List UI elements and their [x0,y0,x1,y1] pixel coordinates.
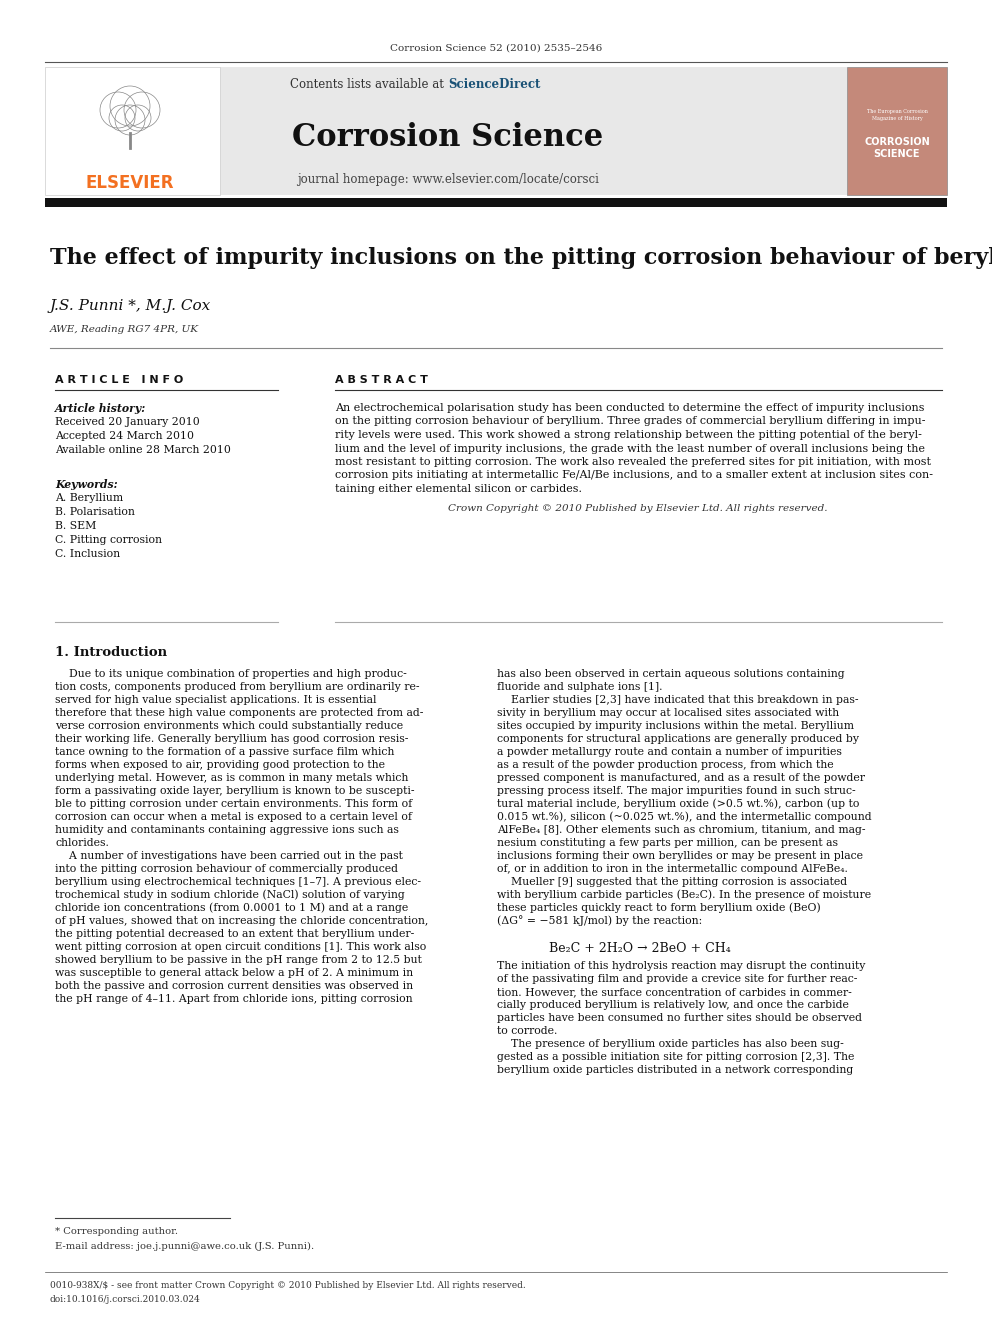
Bar [45,67,220,194]
Text: Corrosion Science 52 (2010) 2535–2546: Corrosion Science 52 (2010) 2535–2546 [390,44,602,53]
Text: of, or in addition to iron in the intermetallic compound AlFeBe₄.: of, or in addition to iron in the interm… [497,864,848,875]
Text: form a passivating oxide layer, beryllium is known to be suscepti-: form a passivating oxide layer, berylliu… [55,786,415,796]
Text: A. Beryllium: A. Beryllium [55,493,123,503]
Text: AlFeBe₄ [8]. Other elements such as chromium, titanium, and mag-: AlFeBe₄ [8]. Other elements such as chro… [497,826,865,835]
Text: beryllium using electrochemical techniques [1–7]. A previous elec-: beryllium using electrochemical techniqu… [55,877,421,886]
Text: Article history:: Article history: [55,402,146,414]
Text: tion. However, the surface concentration of carbides in commer-: tion. However, the surface concentration… [497,987,852,998]
Text: to corrode.: to corrode. [497,1027,558,1036]
Text: tance owning to the formation of a passive surface film which: tance owning to the formation of a passi… [55,747,395,757]
Text: Earlier studies [2,3] have indicated that this breakdown in pas-: Earlier studies [2,3] have indicated tha… [497,695,858,705]
Text: inclusions forming their own beryllides or may be present in place: inclusions forming their own beryllides … [497,851,863,861]
Bar [45,198,947,206]
Text: Due to its unique combination of properties and high produc-: Due to its unique combination of propert… [55,669,407,679]
Text: these particles quickly react to form beryllium oxide (BeO): these particles quickly react to form be… [497,902,820,913]
Text: particles have been consumed no further sites should be observed: particles have been consumed no further … [497,1013,862,1023]
Text: beryllium oxide particles distributed in a network corresponding: beryllium oxide particles distributed in… [497,1065,853,1076]
Text: CORROSION
SCIENCE: CORROSION SCIENCE [864,138,930,159]
Bar [220,67,847,194]
Text: Contents lists available at: Contents lists available at [291,78,448,91]
Text: The initiation of this hydrolysis reaction may disrupt the continuity: The initiation of this hydrolysis reacti… [497,960,865,971]
Text: B. SEM: B. SEM [55,521,96,531]
Text: pressing process itself. The major impurities found in such struc-: pressing process itself. The major impur… [497,786,856,796]
Text: tion costs, components produced from beryllium are ordinarily re-: tion costs, components produced from ber… [55,681,420,692]
Text: their working life. Generally beryllium has good corrosion resis-: their working life. Generally beryllium … [55,734,409,744]
Text: chloride ion concentrations (from 0.0001 to 1 M) and at a range: chloride ion concentrations (from 0.0001… [55,902,409,913]
Text: 0.015 wt.%), silicon (~0.025 wt.%), and the intermetallic compound: 0.015 wt.%), silicon (~0.025 wt.%), and … [497,812,872,823]
Text: the pitting potential decreased to an extent that beryllium under-: the pitting potential decreased to an ex… [55,929,415,939]
Text: as a result of the powder production process, from which the: as a result of the powder production pro… [497,759,833,770]
Text: ScienceDirect: ScienceDirect [448,78,541,91]
Text: B. Polarisation: B. Polarisation [55,507,135,517]
Text: a powder metallurgy route and contain a number of impurities: a powder metallurgy route and contain a … [497,747,842,757]
Text: J.S. Punni *, M.J. Cox: J.S. Punni *, M.J. Cox [50,299,211,314]
Text: A B S T R A C T: A B S T R A C T [335,374,428,385]
Text: ble to pitting corrosion under certain environments. This form of: ble to pitting corrosion under certain e… [55,799,413,808]
Text: tural material include, beryllium oxide (>0.5 wt.%), carbon (up to: tural material include, beryllium oxide … [497,799,859,810]
Text: C. Inclusion: C. Inclusion [55,549,120,560]
Text: gested as a possible initiation site for pitting corrosion [2,3]. The: gested as a possible initiation site for… [497,1052,854,1062]
Text: both the passive and corrosion current densities was observed in: both the passive and corrosion current d… [55,980,413,991]
Text: trochemical study in sodium chloride (NaCl) solution of varying: trochemical study in sodium chloride (Na… [55,890,405,900]
Text: journal homepage: www.elsevier.com/locate/corsci: journal homepage: www.elsevier.com/locat… [297,173,599,187]
Text: corrosion can occur when a metal is exposed to a certain level of: corrosion can occur when a metal is expo… [55,812,412,822]
Text: components for structural applications are generally produced by: components for structural applications a… [497,734,859,744]
Text: chlorides.: chlorides. [55,837,109,848]
Text: forms when exposed to air, providing good protection to the: forms when exposed to air, providing goo… [55,759,385,770]
Text: AWE, Reading RG7 4PR, UK: AWE, Reading RG7 4PR, UK [50,325,199,335]
Text: into the pitting corrosion behaviour of commercially produced: into the pitting corrosion behaviour of … [55,864,398,875]
Text: 0010-938X/$ - see front matter Crown Copyright © 2010 Published by Elsevier Ltd.: 0010-938X/$ - see front matter Crown Cop… [50,1282,526,1290]
Text: Corrosion Science: Corrosion Science [293,123,603,153]
Text: Received 20 January 2010: Received 20 January 2010 [55,417,199,427]
Text: Keywords:: Keywords: [55,479,118,490]
Text: most resistant to pitting corrosion. The work also revealed the preferred sites : most resistant to pitting corrosion. The… [335,456,931,467]
Bar [847,67,947,194]
Text: The presence of beryllium oxide particles has also been sug-: The presence of beryllium oxide particle… [497,1039,844,1049]
Text: Mueller [9] suggested that the pitting corrosion is associated: Mueller [9] suggested that the pitting c… [497,877,847,886]
Text: with beryllium carbide particles (Be₂C). In the presence of moisture: with beryllium carbide particles (Be₂C).… [497,890,871,900]
Text: An electrochemical polarisation study has been conducted to determine the effect: An electrochemical polarisation study ha… [335,404,925,413]
Text: went pitting corrosion at open circuit conditions [1]. This work also: went pitting corrosion at open circuit c… [55,942,427,953]
Text: cially produced beryllium is relatively low, and once the carbide: cially produced beryllium is relatively … [497,1000,849,1009]
Text: The European Corrosion
Magazine of History: The European Corrosion Magazine of Histo… [867,110,928,120]
Text: was susceptible to general attack below a pH of 2. A minimum in: was susceptible to general attack below … [55,968,413,978]
Text: therefore that these high value components are protected from ad-: therefore that these high value componen… [55,708,424,718]
Text: rity levels were used. This work showed a strong relationship between the pittin: rity levels were used. This work showed … [335,430,922,441]
Text: (ΔG° = −581 kJ/mol) by the reaction:: (ΔG° = −581 kJ/mol) by the reaction: [497,916,702,926]
Text: nesium constituting a few parts per million, can be present as: nesium constituting a few parts per mill… [497,837,838,848]
Text: fluoride and sulphate ions [1].: fluoride and sulphate ions [1]. [497,681,663,692]
Text: served for high value specialist applications. It is essential: served for high value specialist applica… [55,695,377,705]
Text: the pH range of 4–11. Apart from chloride ions, pitting corrosion: the pH range of 4–11. Apart from chlorid… [55,994,413,1004]
Text: Crown Copyright © 2010 Published by Elsevier Ltd. All rights reserved.: Crown Copyright © 2010 Published by Else… [448,504,827,513]
Text: of pH values, showed that on increasing the chloride concentration,: of pH values, showed that on increasing … [55,916,429,926]
Text: A R T I C L E   I N F O: A R T I C L E I N F O [55,374,184,385]
Text: A number of investigations have been carried out in the past: A number of investigations have been car… [55,851,403,861]
Text: Accepted 24 March 2010: Accepted 24 March 2010 [55,431,194,441]
Text: sivity in beryllium may occur at localised sites associated with: sivity in beryllium may occur at localis… [497,708,839,718]
Text: Be₂C + 2H₂O → 2BeO + CH₄: Be₂C + 2H₂O → 2BeO + CH₄ [550,942,731,954]
Text: ELSEVIER: ELSEVIER [85,175,175,192]
Text: underlying metal. However, as is common in many metals which: underlying metal. However, as is common … [55,773,409,783]
Text: humidity and contaminants containing aggressive ions such as: humidity and contaminants containing agg… [55,826,399,835]
Text: sites occupied by impurity inclusions within the metal. Beryllium: sites occupied by impurity inclusions wi… [497,721,854,732]
Text: * Corresponding author.: * Corresponding author. [55,1228,178,1237]
Text: 1. Introduction: 1. Introduction [55,646,167,659]
Text: lium and the level of impurity inclusions, the grade with the least number of ov: lium and the level of impurity inclusion… [335,443,925,454]
Text: verse corrosion environments which could substantially reduce: verse corrosion environments which could… [55,721,403,732]
Text: Available online 28 March 2010: Available online 28 March 2010 [55,445,231,455]
Text: corrosion pits initiating at intermetallic Fe/Al/Be inclusions, and to a smaller: corrosion pits initiating at intermetall… [335,471,933,480]
Text: showed beryllium to be passive in the pH range from 2 to 12.5 but: showed beryllium to be passive in the pH… [55,955,422,964]
Text: The effect of impurity inclusions on the pitting corrosion behaviour of berylliu: The effect of impurity inclusions on the… [50,247,992,269]
Text: of the passivating film and provide a crevice site for further reac-: of the passivating film and provide a cr… [497,974,857,984]
Text: taining either elemental silicon or carbides.: taining either elemental silicon or carb… [335,484,582,493]
Text: has also been observed in certain aqueous solutions containing: has also been observed in certain aqueou… [497,669,844,679]
Text: E-mail address: joe.j.punni@awe.co.uk (J.S. Punni).: E-mail address: joe.j.punni@awe.co.uk (J… [55,1241,314,1250]
Text: doi:10.1016/j.corsci.2010.03.024: doi:10.1016/j.corsci.2010.03.024 [50,1295,200,1304]
Text: on the pitting corrosion behaviour of beryllium. Three grades of commercial bery: on the pitting corrosion behaviour of be… [335,417,926,426]
Text: pressed component is manufactured, and as a result of the powder: pressed component is manufactured, and a… [497,773,865,783]
Text: C. Pitting corrosion: C. Pitting corrosion [55,534,162,545]
